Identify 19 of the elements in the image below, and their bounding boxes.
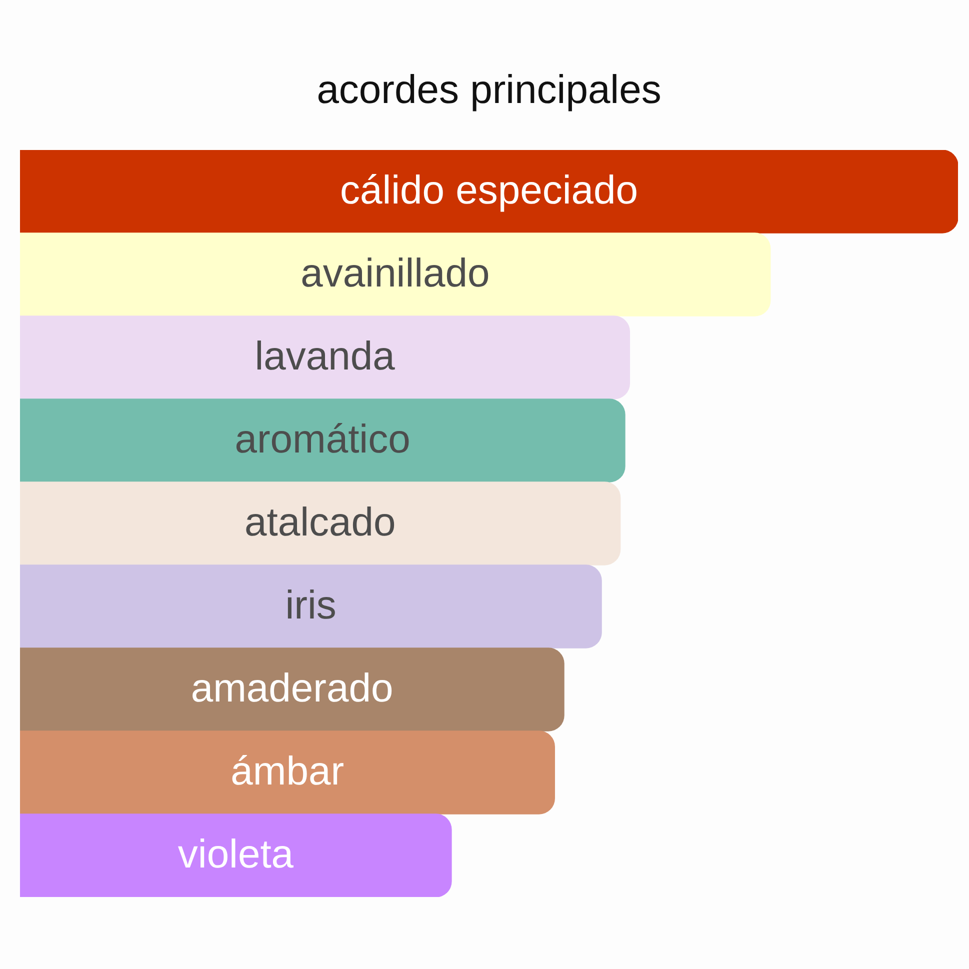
y-tick-label: aromático xyxy=(234,418,410,462)
y-tick-label: violeta xyxy=(178,832,294,877)
bar xyxy=(20,730,555,814)
y-tick-label: iris xyxy=(285,584,336,628)
bar xyxy=(20,150,958,234)
bar xyxy=(20,648,564,732)
bar xyxy=(20,316,630,400)
y-tick-label: cálido especiado xyxy=(340,168,638,213)
bar xyxy=(20,564,602,648)
bar xyxy=(20,232,771,316)
y-tick-label: atalcado xyxy=(244,500,396,545)
bar xyxy=(20,398,626,482)
bar xyxy=(20,482,621,566)
y-tick-label: avainillado xyxy=(300,252,490,296)
chart-title: acordes principales xyxy=(316,68,662,112)
y-tick-label: lavanda xyxy=(254,334,396,379)
bar xyxy=(20,814,452,897)
y-tick-label: ámbar xyxy=(230,750,344,794)
y-tick-label: amaderado xyxy=(190,666,394,711)
